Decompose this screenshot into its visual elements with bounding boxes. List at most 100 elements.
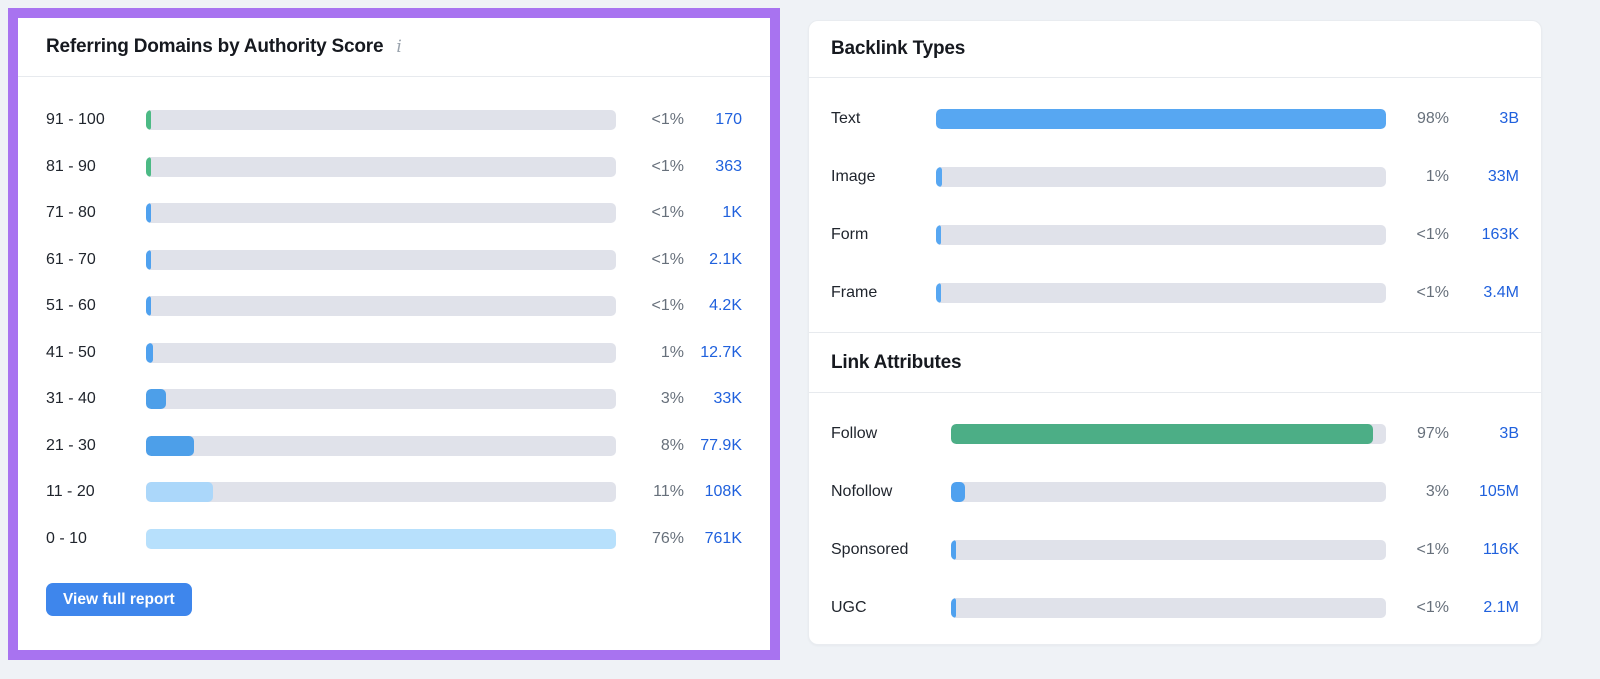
bar-fill (146, 203, 151, 224)
row-label: 21 - 30 (46, 436, 96, 454)
bar-track (146, 203, 616, 224)
row-value-link[interactable]: 33M (1487, 168, 1519, 185)
bar-track (146, 482, 616, 503)
row-value-link[interactable]: 108K (704, 483, 742, 501)
row-label: Sponsored (831, 541, 909, 558)
bar-fill (146, 296, 151, 317)
row-percent: 98% (1416, 110, 1449, 127)
row-label: 91 - 100 (46, 111, 105, 129)
bar-fill (146, 156, 151, 177)
row-percent: <1% (1416, 284, 1449, 301)
bar-fill (936, 283, 941, 303)
row-value-link[interactable]: 33K (713, 390, 742, 408)
row-label: Form (831, 226, 869, 243)
bar-track (146, 389, 616, 410)
row-label: Image (831, 168, 876, 185)
bar-track (936, 283, 1386, 303)
bar-row: 91 - 100 <1% 170 (46, 97, 742, 144)
bar-track (951, 540, 1386, 560)
backlink-types-rows: Text 98% 3B Image 1% 33M Form <1% 163K F… (809, 78, 1541, 332)
row-label: Text (831, 110, 861, 127)
bar-track (951, 424, 1386, 444)
bar-fill (951, 482, 965, 502)
bar-fill (146, 435, 194, 456)
row-percent: <1% (1416, 599, 1449, 616)
row-percent: <1% (651, 111, 684, 129)
bar-row: 21 - 30 8% 77.9K (46, 423, 742, 470)
row-percent: 3% (1425, 483, 1449, 500)
row-value-link[interactable]: 2.1M (1483, 599, 1519, 616)
bar-row: Nofollow 3% 105M (831, 463, 1519, 521)
row-percent: 8% (660, 436, 684, 454)
bar-fill (951, 598, 956, 618)
link-attributes-rows: Follow 97% 3B Nofollow 3% 105M Sponsored… (809, 393, 1541, 647)
row-value-link[interactable]: 3B (1499, 425, 1519, 442)
bar-track (936, 167, 1386, 187)
bar-row: Frame <1% 3.4M (831, 264, 1519, 322)
bar-fill (951, 540, 956, 560)
bar-fill (936, 167, 942, 187)
bar-fill (936, 225, 941, 245)
row-percent: 1% (660, 343, 684, 361)
bar-row: Sponsored <1% 116K (831, 521, 1519, 579)
bar-fill (146, 482, 213, 503)
row-value-link[interactable]: 12.7K (700, 343, 742, 361)
row-label: 61 - 70 (46, 250, 96, 268)
referring-domains-panel: Referring Domains by Authority Score i 9… (8, 8, 780, 660)
bar-row: 71 - 80 <1% 1K (46, 190, 742, 237)
row-percent: <1% (651, 297, 684, 315)
bar-row: 31 - 40 3% 33K (46, 376, 742, 423)
bar-track (936, 225, 1386, 245)
row-label: 81 - 90 (46, 157, 96, 175)
row-percent: 11% (653, 483, 684, 501)
bar-row: 51 - 60 <1% 4.2K (46, 283, 742, 330)
bar-row: 81 - 90 <1% 363 (46, 144, 742, 191)
row-percent: <1% (1416, 541, 1449, 558)
bar-track (146, 528, 616, 549)
bar-fill (146, 389, 167, 410)
row-value-link[interactable]: 363 (715, 157, 742, 175)
row-value-link[interactable]: 761K (704, 529, 742, 547)
bar-row: Text 98% 3B (831, 90, 1519, 148)
row-label: 41 - 50 (46, 343, 96, 361)
row-label: 11 - 20 (46, 483, 95, 501)
row-value-link[interactable]: 77.9K (700, 436, 742, 454)
row-value-link[interactable]: 170 (715, 111, 742, 129)
bar-row: Follow 97% 3B (831, 405, 1519, 463)
row-label: 31 - 40 (46, 390, 96, 408)
row-percent: 76% (651, 529, 684, 547)
row-value-link[interactable]: 3.4M (1483, 284, 1519, 301)
row-percent: <1% (651, 204, 684, 222)
bar-row: Form <1% 163K (831, 206, 1519, 264)
bar-row: 61 - 70 <1% 2.1K (46, 237, 742, 284)
row-value-link[interactable]: 3B (1499, 110, 1519, 127)
row-label: Nofollow (831, 483, 893, 500)
view-full-report-button[interactable]: View full report (46, 583, 192, 616)
row-value-link[interactable]: 116K (1482, 541, 1519, 558)
bar-row: UGC <1% 2.1M (831, 579, 1519, 637)
row-label: 0 - 10 (46, 529, 87, 547)
bar-track (936, 109, 1386, 129)
row-value-link[interactable]: 2.1K (709, 250, 742, 268)
bar-track (146, 296, 616, 317)
bar-track (146, 156, 616, 177)
referring-domains-header: Referring Domains by Authority Score i (18, 18, 770, 77)
bar-fill (146, 110, 151, 131)
row-value-link[interactable]: 105M (1478, 483, 1519, 500)
info-icon[interactable]: i (396, 36, 402, 57)
bar-track (146, 249, 616, 270)
bar-track (146, 435, 616, 456)
authority-rows: 91 - 100 <1% 170 81 - 90 <1% 363 71 - 80… (18, 77, 770, 562)
row-label: Frame (831, 284, 878, 301)
row-percent: 3% (660, 390, 684, 408)
bar-fill (936, 109, 1386, 129)
row-value-link[interactable]: 1K (722, 204, 742, 222)
row-label: UGC (831, 599, 867, 616)
bar-row: 41 - 50 1% 12.7K (46, 330, 742, 377)
row-value-link[interactable]: 4.2K (709, 297, 742, 315)
link-attributes-header: Link Attributes (809, 332, 1541, 393)
row-value-link[interactable]: 163K (1481, 226, 1519, 243)
row-percent: <1% (651, 250, 684, 268)
panel-title: Referring Domains by Authority Score (46, 36, 384, 57)
bar-row: Image 1% 33M (831, 148, 1519, 206)
